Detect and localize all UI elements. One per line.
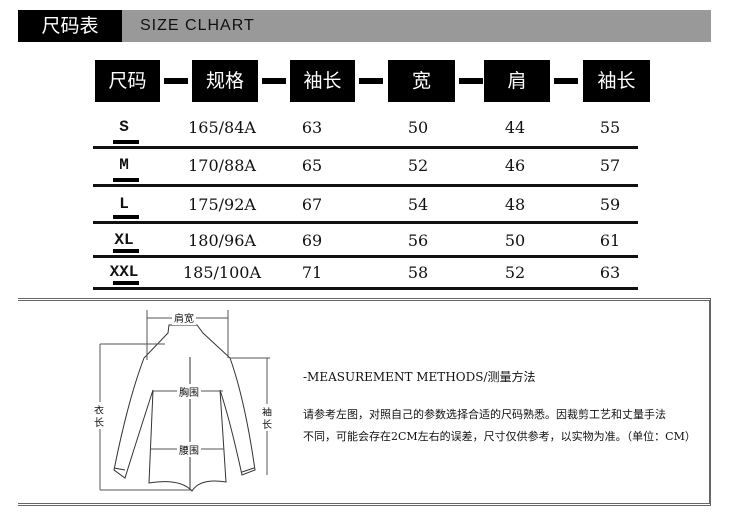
column-header: 规格 bbox=[192, 60, 258, 102]
table-cell: 50 bbox=[407, 118, 429, 137]
table-cell: 46 bbox=[504, 156, 526, 175]
row-divider bbox=[93, 287, 638, 290]
column-separator bbox=[262, 78, 286, 84]
table-cell: 44 bbox=[504, 118, 526, 137]
shoulder-label: 肩宽 bbox=[172, 310, 196, 325]
table-cell: 59 bbox=[599, 195, 621, 214]
table-cell: 180/96A bbox=[188, 231, 256, 250]
table-cell: 63 bbox=[599, 263, 621, 282]
table-cell: 56 bbox=[407, 231, 429, 250]
column-separator bbox=[459, 78, 483, 84]
column-header: 宽 bbox=[388, 60, 455, 102]
table-cell: 61 bbox=[599, 231, 621, 250]
table-cell: 67 bbox=[301, 195, 323, 214]
column-header: 肩 bbox=[484, 60, 550, 102]
size-underline bbox=[113, 281, 139, 285]
table-cell: 63 bbox=[301, 118, 323, 137]
size-label: XL bbox=[114, 231, 134, 249]
table-cell: 55 bbox=[599, 118, 621, 137]
row-divider bbox=[93, 255, 638, 258]
table-cell: 71 bbox=[301, 263, 323, 282]
table-cell: 170/88A bbox=[188, 156, 256, 175]
column-header: 袖长 bbox=[290, 60, 355, 102]
size-label: M bbox=[119, 156, 129, 174]
column-header: 尺码 bbox=[95, 60, 160, 102]
table-cell: 65 bbox=[301, 156, 323, 175]
size-underline bbox=[113, 249, 139, 253]
column-header: 袖长 bbox=[583, 60, 650, 102]
size-label: XXL bbox=[109, 263, 139, 281]
table-cell: 165/84A bbox=[188, 118, 256, 137]
chest-label: 胸围 bbox=[177, 384, 201, 399]
size-underline bbox=[113, 215, 139, 219]
size-chart-title: 尺码表 bbox=[18, 10, 122, 42]
table-cell: 52 bbox=[407, 156, 429, 175]
size-underline bbox=[113, 178, 139, 182]
row-divider bbox=[93, 146, 638, 149]
table-cell: 58 bbox=[407, 263, 429, 282]
table-cell: 175/92A bbox=[188, 195, 256, 214]
table-cell: 185/100A bbox=[182, 263, 262, 282]
column-separator bbox=[164, 78, 188, 84]
sleeve-label-1: 袖 bbox=[260, 404, 274, 419]
table-cell: 48 bbox=[504, 195, 526, 214]
size-label: L bbox=[119, 195, 129, 213]
measurement-title: -MEASUREMENT METHODS/测量方法 bbox=[303, 370, 536, 384]
size-label: S bbox=[119, 118, 129, 136]
measurement-panel bbox=[18, 298, 711, 506]
measurement-note-1: 请参考左图，对照自己的参数选择合适的尺码熟悉。因裁剪工艺和丈量手法 bbox=[303, 408, 666, 421]
size-chart-subtitle: SIZE CLHART bbox=[122, 10, 711, 42]
length-label-2: 长 bbox=[92, 414, 106, 429]
table-cell: 50 bbox=[504, 231, 526, 250]
row-divider bbox=[93, 184, 638, 187]
length-label-1: 衣 bbox=[92, 402, 106, 417]
table-cell: 52 bbox=[504, 263, 526, 282]
measurement-note-2: 不同，可能会存在2CM左右的误差，尺寸仅供参考，以实物为准。（单位：CM） bbox=[303, 430, 696, 443]
sleeve-label-2: 长 bbox=[260, 416, 274, 431]
size-underline bbox=[113, 140, 139, 144]
table-cell: 57 bbox=[599, 156, 621, 175]
column-separator bbox=[554, 78, 578, 84]
row-divider bbox=[93, 221, 638, 224]
table-cell: 69 bbox=[301, 231, 323, 250]
waist-label: 腰围 bbox=[177, 442, 201, 457]
table-cell: 54 bbox=[407, 195, 429, 214]
column-separator bbox=[359, 78, 383, 84]
jacket-diagram bbox=[99, 310, 270, 492]
